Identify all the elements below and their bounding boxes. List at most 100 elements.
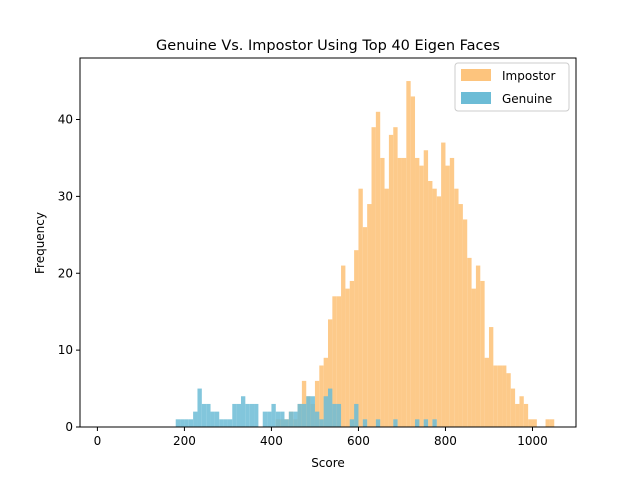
series-genuine	[175, 388, 437, 428]
impostor-bar	[458, 204, 463, 427]
impostor-bar	[488, 327, 494, 427]
genuine-bar	[267, 411, 272, 428]
genuine-bar	[328, 388, 333, 427]
genuine-bar	[423, 419, 429, 427]
impostor-bar	[388, 134, 394, 428]
genuine-bar	[184, 419, 189, 427]
genuine-bar	[297, 403, 302, 427]
impostor-bar	[497, 365, 503, 427]
genuine-bar	[349, 419, 355, 427]
impostor-bar	[358, 188, 363, 427]
impostor-bar	[415, 157, 420, 427]
impostor-bar	[319, 365, 324, 427]
y-tick-label: 40	[58, 113, 73, 127]
genuine-bar	[193, 411, 198, 428]
x-tick-label: 800	[434, 434, 457, 448]
impostor-bar	[349, 280, 355, 427]
impostor-bar	[480, 280, 485, 427]
genuine-bar	[249, 403, 255, 427]
x-tick-label: 600	[347, 434, 370, 448]
impostor-bar	[375, 111, 381, 427]
genuine-bar	[188, 419, 194, 427]
impostor-bar	[336, 296, 342, 427]
genuine-bar	[197, 388, 202, 427]
bars-layer	[175, 81, 555, 428]
impostor-bar	[484, 357, 489, 427]
genuine-bar	[323, 396, 328, 427]
impostor-bar	[380, 157, 385, 427]
genuine-bar	[314, 411, 320, 428]
impostor-bar	[345, 288, 350, 428]
genuine-bar	[319, 419, 324, 427]
impostor-bar	[454, 188, 459, 427]
y-tick-label: 10	[58, 343, 73, 357]
y-axis-label: Frequency	[33, 212, 47, 274]
impostor-bar	[523, 403, 529, 427]
impostor-bar	[506, 373, 511, 427]
genuine-bar	[254, 403, 259, 427]
impostor-bar	[341, 265, 346, 427]
x-axis: 0 200 400 600 800 1000	[94, 427, 548, 448]
legend-label-genuine: Genuine	[502, 92, 552, 106]
genuine-bar	[280, 411, 285, 428]
impostor-bar	[441, 142, 446, 427]
genuine-bar	[275, 411, 281, 428]
impostor-bar	[502, 365, 507, 427]
genuine-bar	[219, 419, 224, 427]
impostor-bar	[362, 227, 368, 428]
genuine-bar	[180, 419, 185, 427]
genuine-bar	[284, 419, 289, 427]
genuine-bar	[306, 396, 311, 427]
legend-swatch-impostor	[461, 69, 491, 81]
legend-label-impostor: Impostor	[502, 69, 555, 83]
y-tick-label: 30	[58, 189, 73, 203]
impostor-bar	[384, 188, 389, 427]
impostor-bar	[545, 419, 550, 427]
impostor-bar	[328, 319, 333, 428]
genuine-bar	[201, 403, 207, 427]
impostor-bar	[428, 181, 433, 427]
genuine-bar	[240, 396, 246, 427]
impostor-bar	[475, 265, 481, 427]
genuine-bar	[375, 419, 381, 427]
impostor-bar	[423, 150, 429, 427]
genuine-bar	[310, 396, 315, 427]
chart-title: Genuine Vs. Impostor Using Top 40 Eigen …	[156, 38, 500, 54]
genuine-bar	[362, 419, 368, 427]
x-tick-label: 400	[260, 434, 283, 448]
y-tick-label: 0	[65, 420, 73, 434]
y-axis: 0 10 20 30 40	[58, 113, 80, 434]
impostor-bar	[519, 396, 524, 427]
genuine-bar	[354, 403, 359, 427]
genuine-bar	[232, 403, 237, 427]
impostor-bar	[401, 157, 407, 427]
impostor-bar	[432, 188, 437, 427]
impostor-bar	[314, 380, 320, 428]
plot-frame	[79, 57, 577, 428]
genuine-bar	[206, 403, 211, 427]
genuine-bar	[432, 419, 437, 427]
impostor-bar	[436, 196, 442, 428]
impostor-bar	[367, 204, 372, 427]
genuine-bar	[301, 403, 307, 427]
impostor-bar	[397, 157, 402, 427]
impostor-bar	[393, 127, 398, 427]
impostor-bar	[419, 165, 424, 428]
legend-swatch-genuine	[461, 92, 491, 104]
impostor-bar	[354, 250, 359, 427]
genuine-bar	[288, 411, 294, 428]
genuine-bar	[332, 403, 337, 427]
impostor-bar	[462, 219, 468, 427]
impostor-bar	[406, 81, 411, 427]
y-tick-label: 20	[58, 266, 73, 280]
genuine-bar	[262, 411, 268, 428]
genuine-bar	[245, 403, 250, 427]
x-tick-label: 200	[173, 434, 196, 448]
impostor-bar	[471, 288, 476, 428]
genuine-bar	[223, 419, 228, 427]
genuine-bar	[293, 411, 298, 428]
impostor-bar	[445, 165, 450, 428]
impostor-bar	[371, 127, 376, 427]
impostor-bar	[528, 419, 533, 427]
impostor-bar	[549, 419, 555, 427]
